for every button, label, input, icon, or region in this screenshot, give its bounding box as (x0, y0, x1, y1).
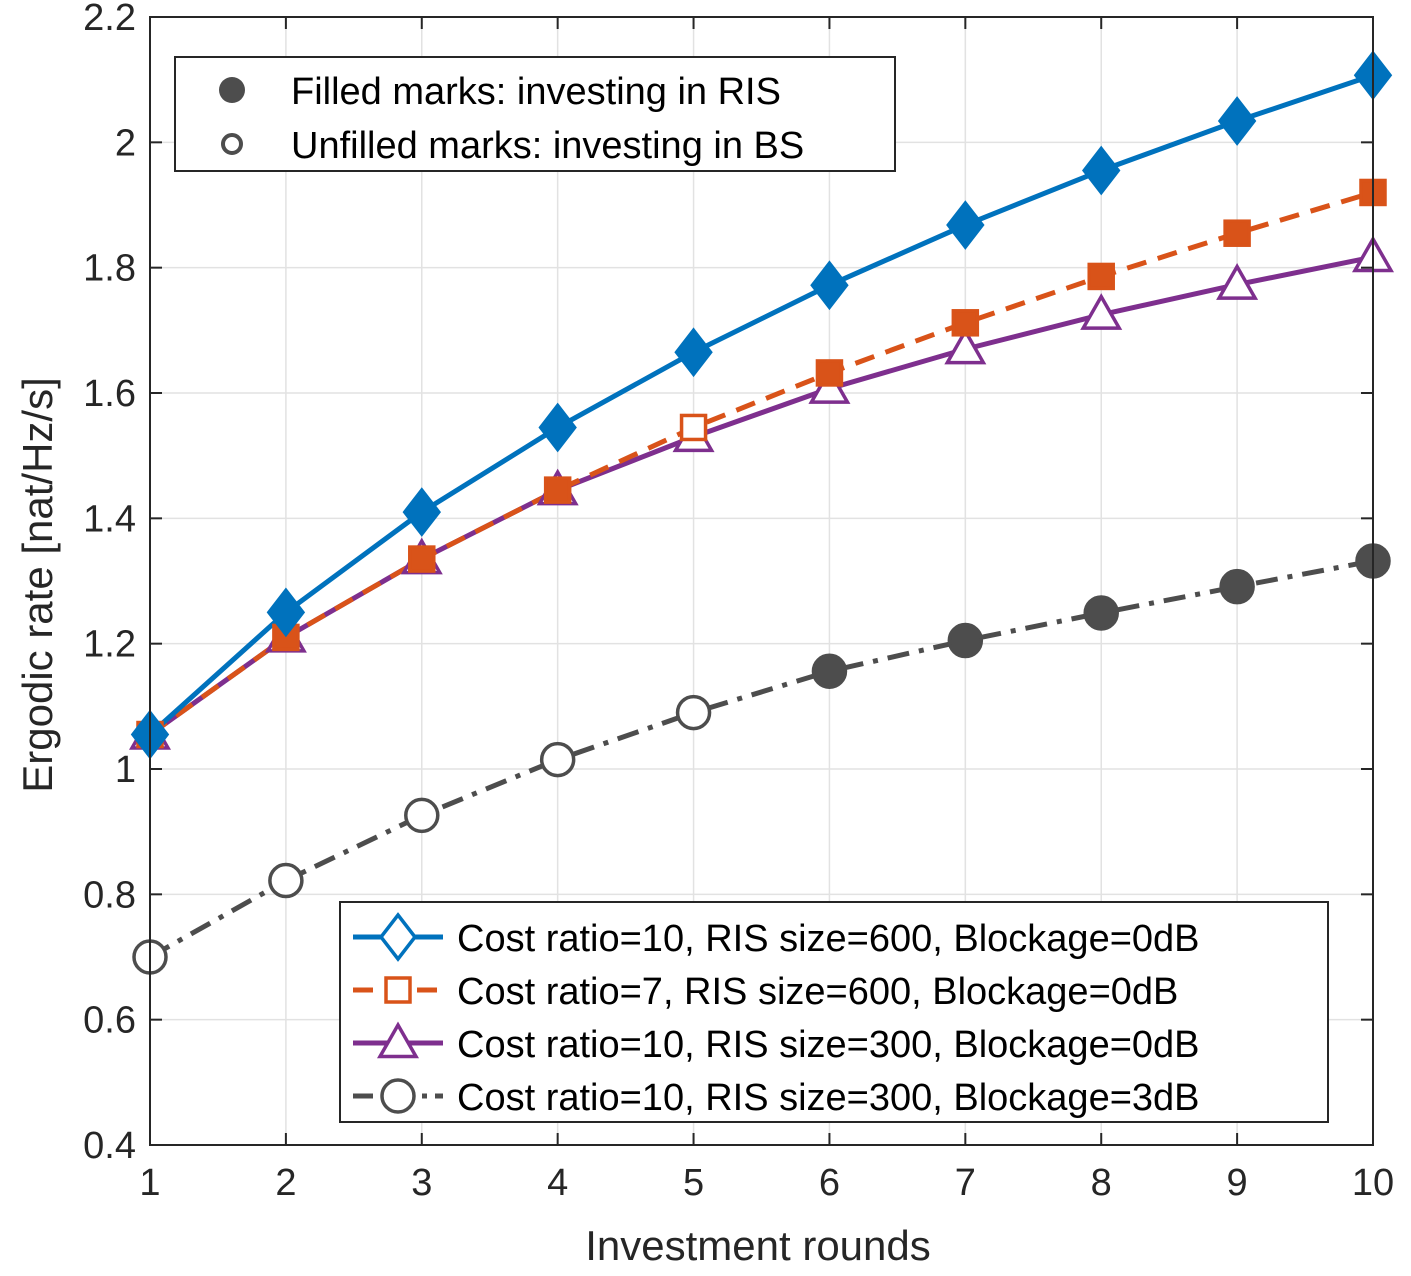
series-line-3 (148, 254, 1374, 737)
series-1-point (1082, 145, 1121, 196)
series-markers (128, 50, 1395, 975)
x-tick-label: 3 (411, 1162, 432, 1204)
series-1-point (674, 327, 713, 378)
series-legend: Cost ratio=10, RIS size=600, Blockage=0d… (339, 901, 1329, 1123)
series-1-point (946, 200, 985, 250)
series-2-point (543, 476, 572, 504)
series-4-point (268, 862, 304, 899)
y-tick-label: 1 (115, 749, 136, 791)
series-1-point (538, 402, 577, 453)
series-legend-box (339, 901, 1329, 1123)
x-tick-label: 6 (819, 1162, 840, 1204)
legend-marker-2 (384, 976, 412, 1004)
series-2-point (679, 413, 708, 442)
series-2-point (815, 359, 844, 387)
x-tick-label: 4 (547, 1162, 568, 1204)
marker-legend-box (174, 56, 896, 172)
y-tick-label: 2 (115, 122, 136, 164)
series-1-point (1217, 96, 1257, 146)
y-tick-label: 2.2 (83, 0, 136, 39)
y-tick-label: 1.8 (83, 248, 136, 290)
x-axis-label: Investment rounds (585, 1222, 931, 1269)
legend-marker-3 (376, 1021, 420, 1059)
unfilled-mark-icon (221, 133, 243, 155)
x-tick-label: 1 (139, 1162, 160, 1204)
series-1-point (402, 487, 441, 537)
series-4-point (1219, 568, 1255, 605)
series-4-point (1083, 595, 1119, 631)
series-lines (148, 72, 1374, 960)
series-line-4 (148, 558, 1374, 960)
y-tick-label: 0.6 (83, 1000, 136, 1042)
y-tick-label: 0.8 (83, 874, 136, 916)
legend-label-3: Cost ratio=10, RIS size=300, Blockage=0d… (457, 1024, 1200, 1066)
series-4-point (947, 622, 984, 659)
series-1-point (810, 260, 849, 311)
filled-mark-icon (219, 77, 245, 103)
x-tick-label: 9 (1227, 1162, 1248, 1204)
marker-legend: Filled marks: investing in RIS Unfilled m… (174, 56, 896, 172)
x-tick-label: 2 (275, 1162, 296, 1204)
x-tick-label: 7 (955, 1162, 976, 1204)
series-2-point (951, 309, 980, 337)
marker-legend-label: Unfilled marks: investing in BS (291, 125, 804, 167)
x-tick-label: 5 (683, 1162, 704, 1204)
legend-marker-4 (380, 1078, 416, 1114)
series-4-point (404, 797, 440, 834)
series-line-2 (148, 190, 1374, 737)
series-2-point (1087, 262, 1115, 291)
legend-label-1: Cost ratio=10, RIS size=600, Blockage=0d… (457, 918, 1200, 960)
legend-marker-1 (378, 912, 418, 962)
y-tick-label: 1.6 (83, 373, 136, 415)
y-tick-label: 0.4 (83, 1125, 136, 1167)
series-3-point (944, 327, 987, 365)
x-tick-label: 8 (1091, 1162, 1112, 1204)
legend-label-2: Cost ratio=7, RIS size=600, Blockage=0dB (457, 971, 1178, 1013)
series-4-point (539, 741, 576, 778)
axes-box (149, 16, 1374, 1146)
y-tick-label: 1.4 (83, 498, 136, 540)
y-axis-label: Ergodic rate [nat/Hz/s] (14, 377, 61, 793)
series-4-point (811, 653, 848, 689)
marker-legend-label: Filled marks: investing in RIS (291, 71, 781, 113)
series-2-point (408, 545, 436, 573)
y-tick-label: 1.2 (83, 624, 136, 666)
series-3-point (1080, 293, 1123, 330)
x-tick-label: 10 (1352, 1162, 1394, 1204)
series-2-point (1223, 219, 1251, 247)
series-3-point (1216, 263, 1259, 300)
series-line-1 (148, 72, 1374, 737)
series-4-point (675, 694, 712, 731)
axis-ticks: 1 2 3 4 5 6 7 8 9 10 0.4 0.6 0.8 1 1.2 1.4 1.6 1.8 2 2.2 (83, 0, 1394, 1204)
series-1-point (266, 587, 306, 638)
legend-label-4: Cost ratio=10, RIS size=300, Blockage=3d… (457, 1077, 1200, 1119)
